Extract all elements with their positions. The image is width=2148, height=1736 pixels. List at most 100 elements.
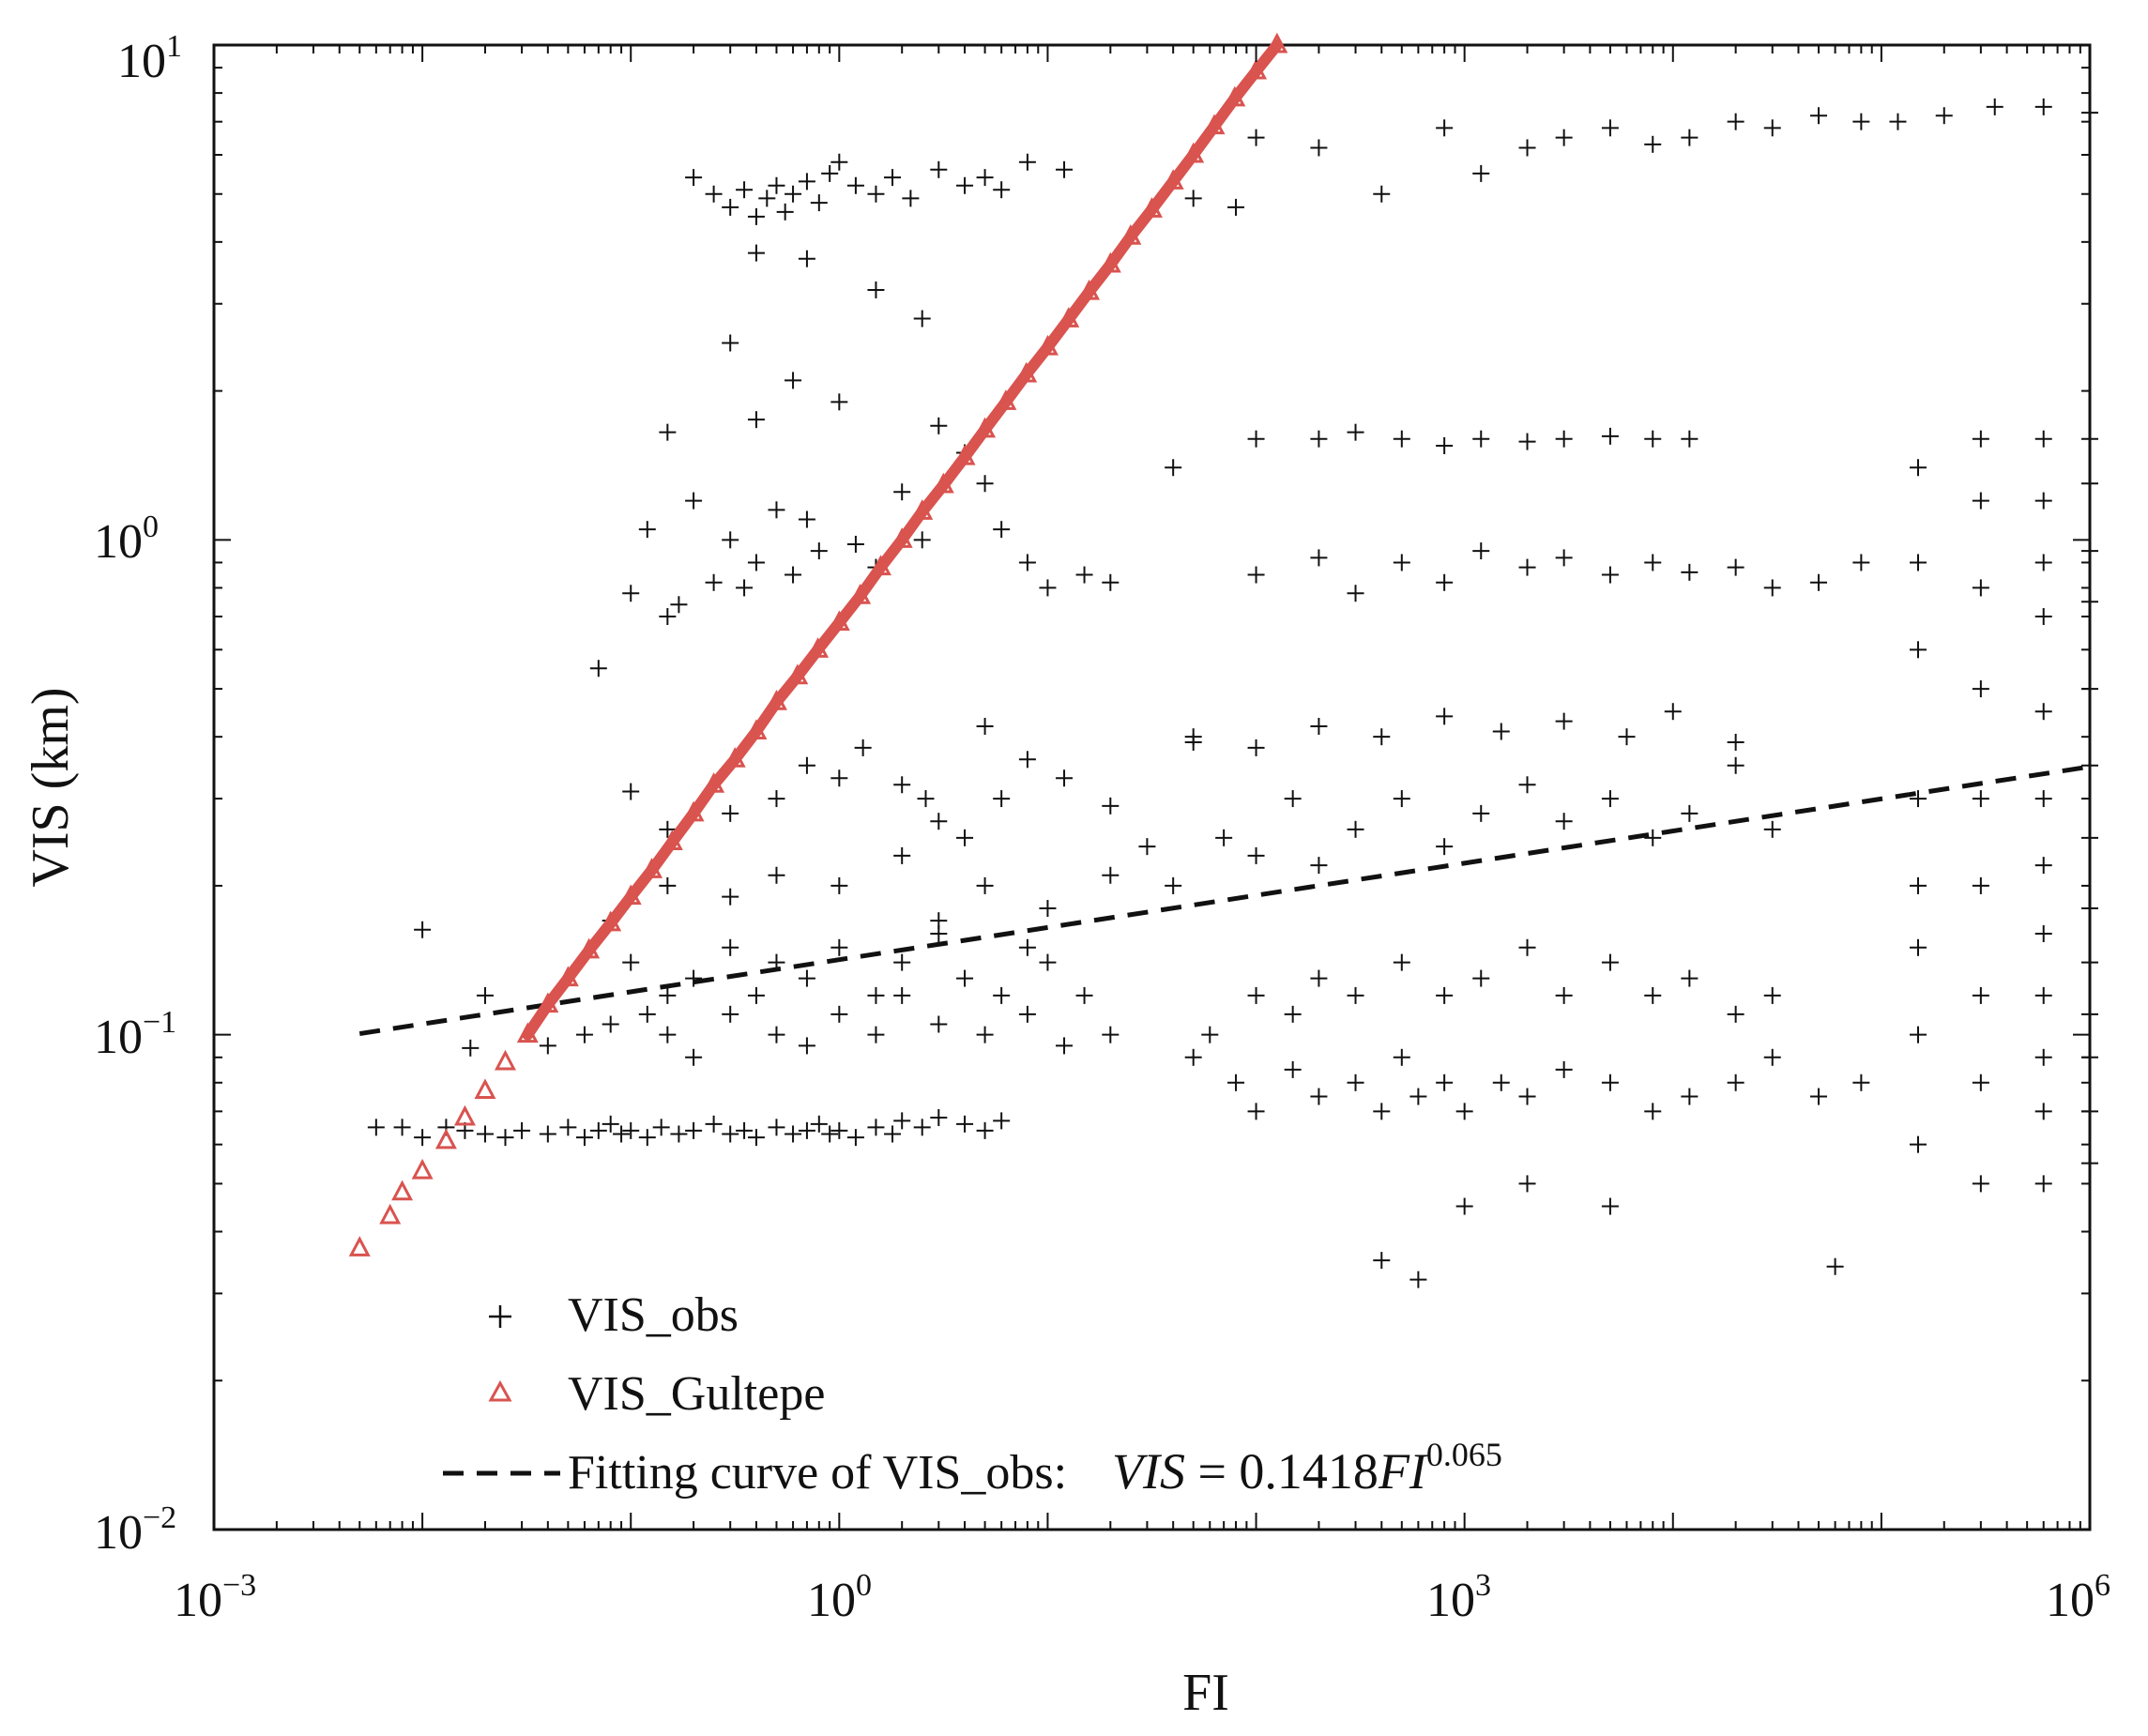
obs-point	[2081, 1154, 2098, 1172]
obs-point	[1373, 728, 1391, 746]
obs-point	[2081, 756, 2098, 774]
fit-curve-layer	[358, 764, 2091, 1037]
obs-point	[893, 846, 911, 864]
obs-point	[2034, 986, 2052, 1004]
obs-point	[1852, 1074, 1870, 1091]
obs-point	[1986, 98, 2003, 115]
obs-point	[602, 1015, 619, 1033]
obs-point	[1727, 756, 1744, 774]
obs-point	[622, 1121, 640, 1139]
obs-point	[893, 986, 911, 1004]
obs-point	[1910, 1026, 1927, 1043]
svg-text:10−1: 10−1	[94, 1005, 176, 1064]
obs-point	[1393, 554, 1410, 571]
obs-point	[1347, 820, 1364, 838]
obs-point	[1310, 549, 1328, 567]
obs-point	[785, 372, 802, 389]
obs-point	[976, 169, 994, 187]
gultepe-point	[434, 1128, 457, 1150]
obs-point	[2081, 593, 2098, 611]
obs-point	[1810, 1088, 1828, 1105]
obs-point	[685, 1121, 703, 1139]
obs-point	[830, 769, 848, 787]
obs-point	[810, 1115, 828, 1133]
obs-point	[1347, 1074, 1364, 1091]
obs-point	[1436, 838, 1454, 856]
obs-point	[1436, 708, 1454, 725]
obs-point	[1455, 1197, 1473, 1215]
obs-point	[867, 1026, 885, 1043]
obs-point	[559, 1119, 577, 1136]
obs-point	[2081, 953, 2098, 971]
x-axis-title: FI	[1182, 1664, 1229, 1722]
obs-point	[652, 1119, 670, 1136]
obs-point	[821, 164, 839, 182]
obs-point	[2034, 790, 2052, 808]
obs-point	[1555, 1060, 1573, 1078]
obs-point	[884, 169, 902, 187]
svg-text:10−2: 10−2	[94, 1500, 176, 1560]
svg-text:100: 100	[807, 1568, 872, 1627]
obs-point	[622, 585, 640, 602]
obs-point	[1601, 427, 1619, 445]
obs-point	[1201, 1026, 1219, 1043]
obs-point	[638, 1005, 656, 1023]
obs-point	[622, 783, 640, 800]
obs-series-layer	[367, 98, 2098, 1288]
obs-point	[993, 790, 1011, 808]
fit-curve	[358, 764, 2091, 1037]
obs-point	[1644, 554, 1662, 571]
obs-point	[1518, 938, 1536, 956]
obs-point	[2081, 900, 2098, 918]
obs-point	[785, 1125, 802, 1143]
obs-point	[1910, 790, 1927, 808]
obs-point	[913, 310, 931, 327]
obs-point	[902, 190, 920, 207]
obs-point	[659, 1026, 677, 1043]
obs-point	[1409, 1088, 1427, 1105]
obs-point	[1518, 776, 1536, 794]
obs-point	[2081, 430, 2098, 448]
obs-point	[1247, 430, 1265, 448]
obs-point	[1601, 566, 1619, 584]
obs-point	[1972, 1175, 1989, 1193]
obs-point	[1102, 797, 1120, 815]
obs-point	[854, 739, 872, 756]
obs-point	[976, 475, 994, 493]
legend-label-gultepe: VIS_Gultepe	[568, 1367, 825, 1421]
obs-point	[1018, 938, 1036, 956]
obs-point	[1056, 160, 1074, 178]
obs-point	[1972, 680, 1989, 698]
obs-point	[722, 198, 739, 216]
obs-point	[785, 185, 802, 203]
obs-point	[830, 1005, 848, 1023]
obs-point	[976, 876, 994, 894]
obs-point	[930, 912, 948, 930]
obs-point	[1018, 751, 1036, 769]
obs-point	[393, 1119, 411, 1136]
obs-point	[1555, 986, 1573, 1004]
obs-point	[747, 554, 765, 571]
obs-point	[1492, 1074, 1510, 1091]
obs-point	[893, 953, 911, 971]
obs-point	[768, 1119, 785, 1136]
obs-point	[768, 501, 785, 519]
svg-text:101: 101	[117, 29, 182, 88]
obs-point	[1972, 986, 1989, 1004]
obs-point	[1347, 986, 1364, 1004]
obs-point	[2034, 1103, 2052, 1120]
obs-point	[685, 492, 703, 510]
obs-point	[1393, 430, 1410, 448]
obs-point	[1018, 1005, 1036, 1023]
obs-point	[956, 829, 974, 846]
obs-point	[659, 608, 677, 626]
obs-point	[1284, 790, 1302, 808]
gultepe-point	[411, 1158, 434, 1180]
obs-point	[1518, 558, 1536, 576]
obs-point	[722, 334, 739, 352]
obs-point	[722, 938, 739, 956]
obs-point	[2034, 98, 2052, 115]
obs-point	[1972, 790, 1989, 808]
obs-point	[1247, 129, 1265, 146]
obs-point	[798, 173, 815, 190]
